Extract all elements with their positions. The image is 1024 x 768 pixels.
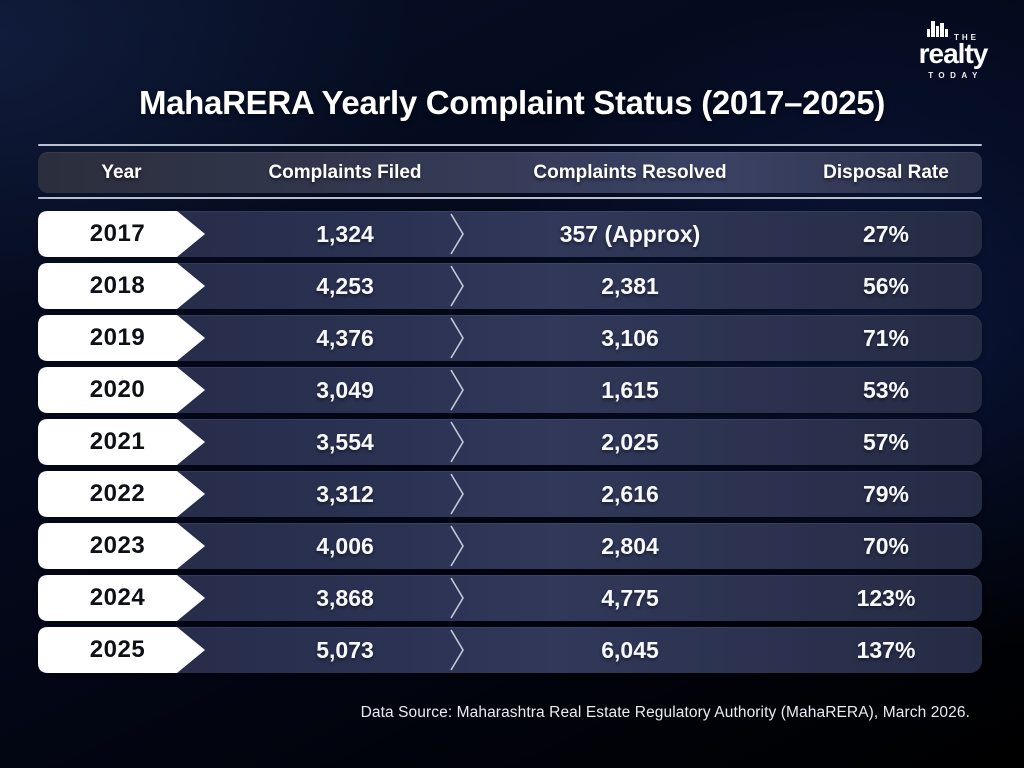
chevron-divider-icon (450, 525, 464, 567)
table-row: 2018 4,253 2,381 56% (38, 263, 982, 309)
year-badge: 2024 (38, 575, 205, 621)
building-skyline-icon (927, 20, 949, 42)
year-badge: 2022 (38, 471, 205, 517)
table-row: 2024 3,868 4,775 123% (38, 575, 982, 621)
year-label: 2025 (89, 636, 146, 663)
filed-value: 4,253 (316, 272, 374, 299)
brand-name: realty (918, 38, 989, 69)
rate-value: 79% (862, 480, 910, 507)
rate-value: 56% (862, 272, 910, 299)
year-badge: 2017 (38, 211, 205, 257)
page-title: MahaRERA Yearly Complaint Status (2017–2… (138, 84, 886, 121)
table-row: 2017 1,324 357 (Approx) 27% (38, 211, 982, 257)
year-badge: 2021 (38, 419, 205, 465)
year-label: 2020 (89, 376, 146, 403)
year-label: 2018 (89, 272, 146, 299)
year-badge: 2025 (38, 627, 205, 673)
header-bottom-line (38, 197, 982, 199)
top-divider-line (38, 144, 982, 146)
rate-value: 27% (862, 220, 910, 247)
resolved-value: 6,045 (601, 636, 659, 663)
year-label: 2024 (89, 584, 146, 611)
header-cell-resolved: Complaints Resolved (533, 161, 727, 183)
rate-value: 137% (856, 636, 916, 663)
table-row: 2023 4,006 2,804 70% (38, 523, 982, 569)
header-cell-filed: Complaints Filed (268, 161, 422, 183)
table-row: 2025 5,073 6,045 137% (38, 627, 982, 673)
year-badge: 2020 (38, 367, 205, 413)
filed-value: 5,073 (316, 636, 374, 663)
resolved-value: 4,775 (601, 584, 659, 611)
filed-value: 1,324 (316, 220, 374, 247)
resolved-value: 2,025 (601, 428, 659, 455)
chevron-divider-icon (450, 213, 464, 255)
resolved-value: 3,106 (601, 324, 659, 351)
year-badge: 2019 (38, 315, 205, 361)
table-row: 2019 4,376 3,106 71% (38, 315, 982, 361)
year-label: 2017 (89, 220, 146, 247)
table-rows: 2017 1,324 357 (Approx) 27% 2018 4,253 2… (38, 211, 982, 673)
filed-value: 3,554 (316, 428, 374, 455)
table-row: 2022 3,312 2,616 79% (38, 471, 982, 517)
resolved-value: 357 (Approx) (559, 220, 701, 247)
chevron-divider-icon (450, 473, 464, 515)
chevron-divider-icon (450, 317, 464, 359)
table-row: 2021 3,554 2,025 57% (38, 419, 982, 465)
header-cell-rate: Disposal Rate (823, 161, 949, 183)
brand-logo: THE realty TODAY (898, 21, 1008, 80)
chevron-divider-icon (450, 629, 464, 671)
filed-value: 3,312 (316, 480, 374, 507)
year-label: 2023 (89, 532, 146, 559)
resolved-value: 2,804 (601, 532, 659, 559)
year-badge: 2018 (38, 263, 205, 309)
year-badge: 2023 (38, 523, 205, 569)
year-label: 2022 (89, 480, 146, 507)
header-cell-year: Year (101, 161, 142, 183)
year-label: 2019 (89, 324, 146, 351)
resolved-value: 2,381 (601, 272, 659, 299)
brand-tagline: TODAY (928, 71, 983, 80)
chevron-divider-icon (450, 421, 464, 463)
rate-value: 71% (862, 324, 910, 351)
resolved-value: 2,616 (601, 480, 659, 507)
filed-value: 3,868 (316, 584, 374, 611)
chevron-divider-icon (450, 577, 464, 619)
brand-the: THE (954, 33, 979, 42)
rate-value: 53% (862, 376, 910, 403)
rate-value: 123% (856, 584, 916, 611)
resolved-value: 1,615 (601, 376, 659, 403)
rate-value: 57% (862, 428, 910, 455)
complaint-table: Year Complaints Filed Complaints Resolve… (38, 144, 982, 673)
filed-value: 3,049 (316, 376, 374, 403)
table-row: 2020 3,049 1,615 53% (38, 367, 982, 413)
chevron-divider-icon (450, 265, 464, 307)
header-row: Year Complaints Filed Complaints Resolve… (38, 152, 982, 193)
rate-value: 70% (862, 532, 910, 559)
filed-value: 4,006 (316, 532, 374, 559)
filed-value: 4,376 (316, 324, 374, 351)
footer-note: Data Source: Maharashtra Real Estate Reg… (360, 704, 970, 721)
year-label: 2021 (89, 428, 146, 455)
chevron-divider-icon (450, 369, 464, 411)
